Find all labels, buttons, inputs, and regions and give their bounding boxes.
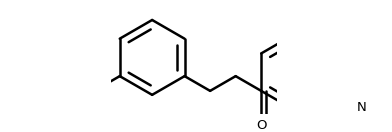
Text: N: N (357, 101, 367, 114)
Text: O: O (256, 119, 267, 132)
